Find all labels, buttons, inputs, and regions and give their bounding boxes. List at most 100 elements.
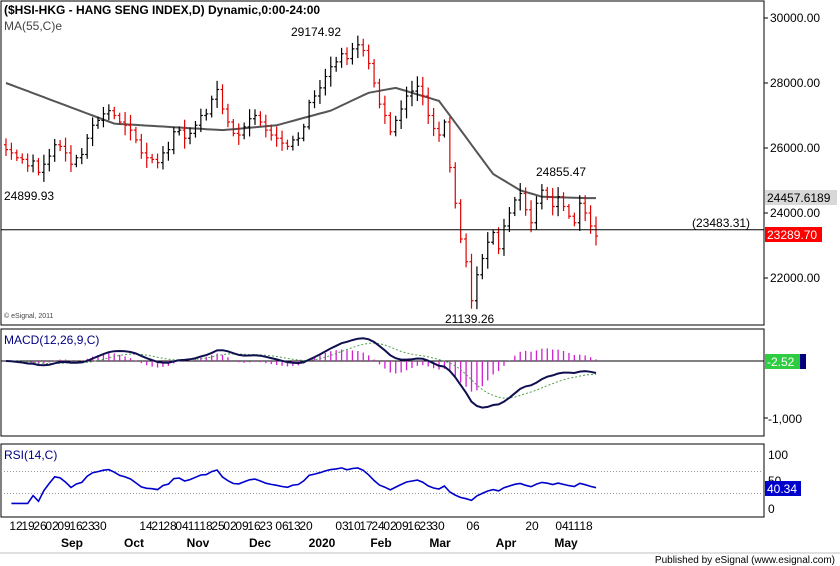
x-month-label: May [554,536,578,550]
price-bar [539,184,544,210]
price-tick-label: 28000.00 [770,76,820,90]
price-bar [231,119,236,137]
price-bar [280,130,285,151]
price-bar [144,142,149,168]
price-bar [447,117,452,173]
price-bar [480,253,485,280]
x-day-label: 20 [299,519,313,533]
price-bar [345,47,350,66]
price-bar [204,108,209,121]
price-bar [209,95,214,118]
price-bar [68,145,73,172]
macd-line [5,337,597,409]
price-bar [566,203,571,219]
price-bar [9,142,14,160]
ma-value-box [765,190,837,205]
price-bar [14,149,19,162]
price-bar [366,44,371,70]
moving-average-layer [5,82,596,200]
price-bar [133,126,138,144]
x-day-label: 16 [247,519,261,533]
annotation-start: 24899.93 [4,189,54,203]
x-month-label: Mar [429,536,451,550]
price-bar [85,133,90,159]
price-bar [415,76,420,102]
x-day-label: 28 [163,519,177,533]
price-bar [323,68,328,96]
macd-title: MACD(12,26,9,C) [4,333,99,347]
price-bar [507,207,512,232]
price-tick-label: 30000.00 [770,11,820,25]
price-bar [501,218,506,256]
price-bar [123,111,128,136]
x-day-label: 23 [259,519,273,533]
price-bar [90,117,95,147]
x-day-label: 09 [57,519,71,533]
rsi-layer [1,467,764,505]
price-bar [577,195,582,231]
macd-value-label: -2.52 [767,355,795,369]
moving-average-line [5,82,596,200]
price-bar [361,38,366,57]
price-bar [177,126,182,136]
ma-value-label: 24457.6189 [767,191,831,205]
price-bar [182,119,187,149]
price-bar [334,56,339,72]
x-day-label: 16 [69,519,83,533]
price-bar [160,146,165,170]
price-bar [285,139,290,150]
x-day-label: 19 [21,519,35,533]
price-bar [583,195,588,222]
price-bar [63,137,68,162]
price-bar [96,116,101,129]
x-month-label: Feb [370,536,391,550]
last-price-box [765,227,822,242]
price-bar [215,80,220,108]
price-bar [523,187,528,216]
price-bar [236,123,241,145]
watermark: © eSignal, 2011 [4,312,54,320]
price-bar [52,139,57,162]
x-day-label: 13 [287,519,301,533]
price-bar [128,114,133,141]
x-day-label: 02 [223,519,237,533]
x-month-label: Dec [249,536,271,550]
x-month-label: 2020 [309,536,336,550]
x-month-label: Apr [496,536,517,550]
price-tick-label: 24000.00 [770,206,820,220]
price-bar [328,56,333,87]
price-bar [474,266,479,310]
rsi-panel [0,443,765,518]
price-bar [263,114,268,138]
footer-credit: Published by eSignal (www.esignal.com) [655,555,835,566]
price-bar [399,100,404,129]
price-bar [301,123,306,142]
hline-label: (23483.31) [692,216,750,230]
x-day-label: 09 [395,519,409,533]
x-day-label: 20 [525,519,539,533]
price-bar [431,107,436,137]
price-bar [25,153,30,172]
axis-ticks [764,17,768,279]
price-bar [296,132,301,146]
price-bar [512,196,517,217]
x-day-label: 14 [139,519,153,533]
price-bar [355,35,360,59]
x-day-label: 10 [347,519,361,533]
price-bar [458,199,463,244]
x-day-label: 11 [568,519,581,533]
price-bar [469,253,474,309]
price-bars [4,35,598,310]
price-bar [442,119,447,138]
annotation-low: 21139.26 [445,312,494,326]
price-bar [426,87,431,124]
price-tick-label: 26000.00 [770,141,820,155]
rsi-value-label: 40.34 [767,482,797,496]
x-day-label: 04 [555,519,569,533]
price-bar [420,76,425,106]
rsi-title: RSI(14,C) [4,448,57,462]
rsi-line [11,467,597,505]
price-bar [155,153,160,169]
